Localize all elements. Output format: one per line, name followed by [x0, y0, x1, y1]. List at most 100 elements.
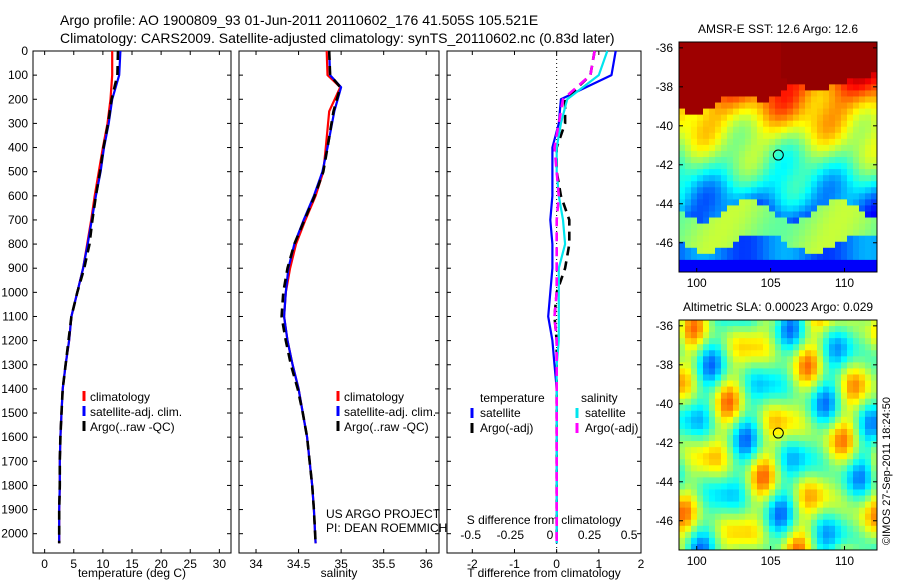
heatmap-cell: [751, 211, 758, 219]
heatmap-cell: [739, 42, 746, 49]
heatmap-cell: [793, 350, 800, 357]
heatmap-cell: [829, 398, 836, 406]
heatmap-cell: [799, 90, 806, 98]
heatmap-cell: [787, 108, 794, 116]
heatmap-cell: [727, 187, 734, 194]
heatmap-cell: [823, 428, 830, 436]
heatmap-cell: [715, 253, 722, 261]
heatmap-cell: [787, 398, 794, 406]
heatmap-cell: [679, 471, 686, 478]
heatmap-cell: [853, 66, 860, 73]
heatmap-cell: [811, 84, 818, 92]
heatmap-cell: [769, 169, 776, 176]
heatmap-cell: [781, 525, 788, 533]
heatmap-cell: [829, 386, 836, 394]
heatmap-cell: [679, 392, 686, 400]
heatmap-cell: [715, 247, 722, 255]
heatmap-cell: [751, 223, 758, 231]
heatmap-cell: [787, 78, 794, 85]
heatmap-cell: [829, 537, 836, 545]
heatmap-cell: [859, 459, 866, 466]
heatmap-cell: [859, 72, 866, 79]
x-tick-label: 105: [761, 276, 781, 290]
heatmap-cell: [781, 543, 788, 550]
heatmap-cell: [751, 175, 758, 182]
heatmap-cell: [751, 386, 758, 394]
heatmap-cell: [763, 229, 770, 237]
heatmap-cell: [805, 199, 812, 207]
heatmap-cell: [721, 235, 728, 243]
heatmap-cell: [865, 229, 872, 237]
heatmap-cell: [733, 435, 740, 442]
heatmap-cell: [823, 48, 830, 55]
heatmap-cell: [727, 169, 734, 176]
heatmap-cell: [745, 217, 752, 225]
heatmap-cell: [703, 187, 710, 194]
heatmap-cell: [733, 459, 740, 466]
heatmap-cell: [853, 138, 860, 146]
heatmap-cell: [769, 386, 776, 394]
heatmap-cell: [757, 120, 764, 128]
heatmap-cell: [679, 169, 686, 176]
heatmap-cell: [841, 199, 848, 207]
x-tick-label: -1: [509, 557, 520, 571]
heatmap-cell: [781, 48, 788, 55]
heatmap-cell: [841, 471, 848, 478]
heatmap-cell: [787, 138, 794, 146]
heatmap-cell: [781, 66, 788, 73]
heatmap-cell: [769, 259, 776, 267]
heatmap-cell: [841, 326, 848, 333]
heatmap-cell: [775, 253, 782, 261]
heatmap-cell: [859, 507, 866, 515]
heatmap-cell: [841, 447, 848, 454]
heatmap-cell: [817, 132, 824, 140]
heatmap-cell: [859, 320, 866, 327]
heatmap-cell: [781, 78, 788, 85]
heatmap-cell: [829, 326, 836, 333]
heatmap-cell: [757, 102, 764, 110]
heatmap-cell: [763, 253, 770, 261]
heatmap-cell: [763, 169, 770, 176]
heatmap-cell: [757, 72, 764, 79]
heatmap-cell: [859, 435, 866, 442]
heatmap-cell: [841, 338, 848, 345]
heatmap-cell: [733, 374, 740, 382]
heatmap-cell: [853, 265, 860, 272]
heatmap-cell: [703, 501, 710, 509]
heatmap-cell: [739, 199, 746, 207]
heatmap-cell: [715, 132, 722, 140]
heatmap-cell: [853, 235, 860, 243]
heatmap-cell: [823, 108, 830, 116]
heatmap-cell: [721, 519, 728, 527]
heatmap-cell: [691, 404, 698, 412]
heatmap-cell: [811, 392, 818, 400]
heatmap-cell: [727, 84, 734, 92]
heatmap-cell: [853, 259, 860, 267]
heatmap-cell: [829, 175, 836, 182]
heatmap-cell: [793, 374, 800, 382]
heatmap-cell: [847, 84, 854, 92]
heatmap-cell: [721, 78, 728, 85]
heatmap-cell: [745, 247, 752, 255]
y-tick-label: -42: [656, 158, 674, 172]
heatmap-cell: [715, 453, 722, 460]
heatmap-cell: [787, 513, 794, 521]
heatmap-cell: [781, 428, 788, 436]
heatmap-cell: [769, 459, 776, 466]
heatmap-cell: [679, 453, 686, 460]
heatmap-cell: [841, 362, 848, 370]
heatmap-cell: [757, 416, 764, 424]
heatmap-cell: [715, 84, 722, 92]
heatmap-cell: [685, 72, 692, 79]
heatmap-cell: [853, 169, 860, 176]
heatmap-cell: [835, 187, 842, 194]
heatmap-cell: [691, 386, 698, 394]
heatmap-cell: [793, 42, 800, 49]
heatmap-cell: [829, 48, 836, 55]
heatmap-cell: [709, 459, 716, 466]
heatmap-cell: [691, 320, 698, 327]
heatmap-cell: [865, 60, 872, 67]
heatmap-cell: [727, 108, 734, 116]
heatmap-cell: [709, 247, 716, 255]
heatmap-cell: [781, 465, 788, 472]
